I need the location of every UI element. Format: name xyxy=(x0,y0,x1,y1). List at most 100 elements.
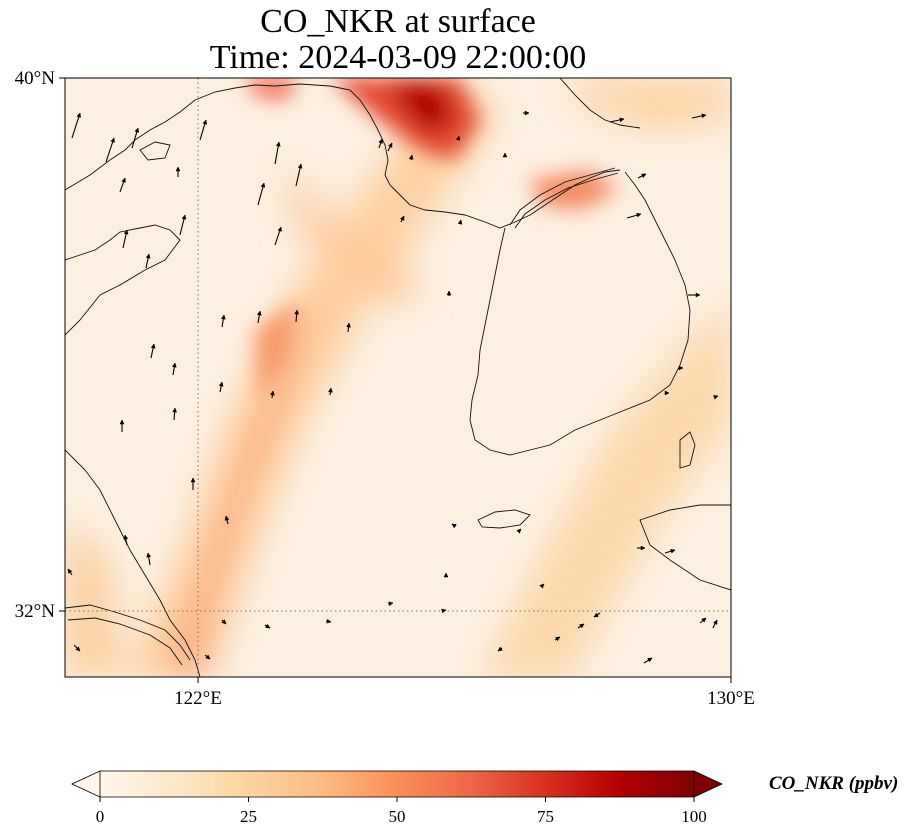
border-korea xyxy=(509,167,616,226)
lon-label-130: 130°E xyxy=(707,688,755,709)
concentration-field xyxy=(65,78,731,677)
plume-northwest-spot xyxy=(245,78,300,100)
colorbar-tick-label: 25 xyxy=(240,807,257,826)
coast-yangtze xyxy=(65,604,191,661)
plume-band-core xyxy=(166,260,340,677)
wind-arrow-head xyxy=(497,646,503,652)
wind-arrow-head xyxy=(220,314,226,320)
coastlines xyxy=(65,78,731,677)
border-korea-2 xyxy=(514,172,619,229)
wind-arrow-head xyxy=(121,177,126,183)
wind-arrow-head xyxy=(67,568,73,574)
wind-arrow-head xyxy=(664,390,670,396)
wind-arrow-head xyxy=(502,152,508,158)
wind-arrow-head xyxy=(205,654,211,660)
map-frame xyxy=(64,77,732,678)
map-title-line-2: Time: 2024-03-09 22:00:00 xyxy=(209,39,587,76)
coast-yangtze-south xyxy=(67,617,183,666)
wind-arrow-head xyxy=(399,215,405,221)
lon-label-122: 122°E xyxy=(174,688,222,709)
wind-arrow-head xyxy=(265,623,271,629)
coast-korea xyxy=(469,171,691,456)
wind-arrow-head xyxy=(443,572,449,578)
colorbar-tick-label: 75 xyxy=(537,807,554,826)
wind-arrow-head xyxy=(150,343,156,349)
wind-arrow-head xyxy=(555,636,561,642)
wind-arrow-head xyxy=(123,229,129,235)
wind-arrow-head xyxy=(539,583,545,589)
wind-arrow-head xyxy=(408,154,414,160)
wind-arrow-head xyxy=(145,253,151,259)
wind-arrow-head xyxy=(75,646,81,652)
wind-arrow-head xyxy=(713,395,719,400)
wind-arrow-head xyxy=(270,390,275,396)
wind-arrow-head xyxy=(701,617,707,623)
wind-arrow-head xyxy=(712,619,718,625)
wind-arrow-head xyxy=(455,135,461,141)
gridlines xyxy=(65,78,731,677)
wind-arrow-head xyxy=(636,212,642,218)
colorbar-ticks: 0 25 50 75 100 xyxy=(96,797,707,826)
island-north xyxy=(139,141,171,161)
wind-arrow-head xyxy=(441,608,447,614)
wind-arrow-head xyxy=(670,548,676,554)
wind-arrow-head xyxy=(146,552,152,558)
colorbar-gradient xyxy=(100,771,694,797)
jeju-island xyxy=(477,509,531,529)
axis-ticks: 40°N 32°N 122°E 130°E xyxy=(15,68,755,709)
wind-arrow-head xyxy=(346,322,351,328)
wind-arrow-head xyxy=(328,387,333,393)
wind-arrow-head xyxy=(218,381,224,387)
wind-arrow-shaft xyxy=(71,112,81,139)
wind-arrow-head xyxy=(181,214,187,220)
wind-arrow-head xyxy=(202,119,208,125)
wind-arrow-head xyxy=(446,290,452,296)
wind-arrow-head xyxy=(378,138,383,144)
colorbar-extend-low xyxy=(71,770,101,798)
colorbar-tick-label: 100 xyxy=(681,807,707,826)
wind-arrow-head xyxy=(119,419,125,425)
map-panel xyxy=(64,77,732,678)
wind-arrow-head xyxy=(641,173,647,179)
wind-arrow-head xyxy=(297,163,303,169)
kyushu-coast xyxy=(639,504,731,591)
lat-label-40: 40°N xyxy=(15,68,56,89)
wind-arrow-head xyxy=(190,477,196,483)
wind-arrow-head xyxy=(275,141,281,147)
plume-northeast xyxy=(560,78,731,130)
wind-arrow-head xyxy=(647,657,653,663)
wind-vectors xyxy=(67,110,719,664)
wind-arrow-head xyxy=(695,292,701,298)
wind-arrow-head xyxy=(123,534,129,540)
wind-arrow-head xyxy=(388,601,394,607)
wind-arrow-head xyxy=(294,309,300,315)
wind-arrow-head xyxy=(640,545,646,551)
lat-label-32: 32°N xyxy=(15,601,56,622)
wind-arrow-head xyxy=(579,623,585,629)
wind-arrow-head xyxy=(516,528,522,534)
wind-arrow-head xyxy=(256,310,262,316)
wind-arrow-head xyxy=(457,219,463,225)
wind-arrow-head xyxy=(678,365,684,371)
plume-southwest xyxy=(65,520,120,677)
colorbar-tick-label: 50 xyxy=(389,807,406,826)
wind-arrow-head xyxy=(277,226,282,232)
coast-north xyxy=(65,83,621,229)
coast-northeast xyxy=(559,78,641,129)
wind-arrow-head xyxy=(593,612,599,618)
colorbar-label: CO_NKR (ppbv) xyxy=(769,773,898,794)
wind-arrow-head xyxy=(701,113,707,119)
wind-arrow-head xyxy=(110,137,115,143)
wind-arrow-head xyxy=(172,407,178,413)
wind-arrow-head xyxy=(524,110,530,116)
map-title-line-1: CO_NKR at surface xyxy=(260,3,536,40)
wind-arrow-head xyxy=(221,619,227,625)
wind-arrow-head xyxy=(260,182,266,188)
plume-east-south xyxy=(481,300,731,677)
wind-arrow-head xyxy=(175,166,181,172)
coast-shandong xyxy=(65,224,181,336)
plume-north-peak xyxy=(390,82,455,135)
wind-arrow-head xyxy=(619,117,625,123)
